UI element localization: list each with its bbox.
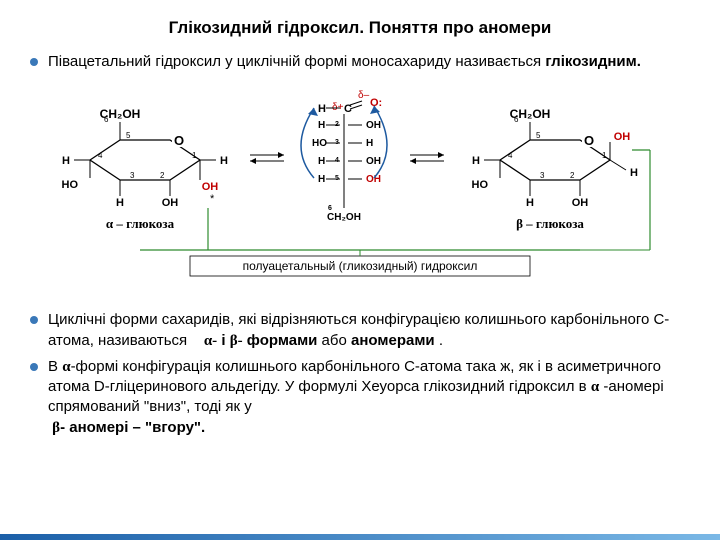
bullet-3: В α-формі конфігурація колишнього карбон… (30, 357, 690, 438)
svg-text:CH₂OH: CH₂OH (327, 212, 361, 223)
svg-text:OH: OH (162, 197, 179, 209)
svg-text:HO: HO (312, 138, 327, 149)
svg-text:OH: OH (614, 131, 631, 143)
svg-text:H: H (472, 155, 480, 167)
p2-dot: . (435, 332, 443, 349)
svg-text:OH: OH (572, 197, 589, 209)
svg-text:OH: OH (202, 181, 219, 193)
p2-beta: β- (230, 333, 243, 349)
caption-line: полуацетальный (гликозидный) гидроксил (140, 150, 650, 276)
svg-text:OH: OH (366, 156, 381, 167)
svg-text:1: 1 (192, 151, 197, 160)
p2-and: і (217, 332, 230, 349)
svg-text:2: 2 (570, 171, 575, 180)
p1-text-a: Півацетальний гідроксил у циклічній форм… (48, 53, 541, 70)
svg-text:H: H (62, 155, 70, 167)
svg-text:H: H (318, 174, 325, 185)
p2-alpha: α- (204, 333, 217, 349)
svg-text:H: H (116, 197, 124, 209)
svg-text:6: 6 (328, 205, 332, 212)
svg-text:5: 5 (335, 175, 339, 182)
svg-text:4: 4 (98, 151, 103, 160)
svg-text:H: H (526, 197, 534, 209)
p1-text-b: глікозидним. (545, 53, 641, 70)
svg-text:4: 4 (335, 157, 339, 164)
svg-text:3: 3 (335, 139, 339, 146)
alpha-ring: O CH₂OH 6 5 H OH 3 2 H HO 4 H OH 1 (62, 107, 229, 231)
p3-alpha2: α (591, 379, 599, 395)
svg-text:H: H (318, 120, 325, 131)
fischer: δ– δ+ H C O: HOH 2 HOH 3 HOH 4 HOH 5 CH₂… (301, 90, 387, 223)
p2-or: або (317, 332, 351, 349)
svg-text:6: 6 (104, 115, 109, 124)
svg-text:5: 5 (536, 131, 541, 140)
bullet-icon (30, 363, 38, 371)
svg-text:2: 2 (160, 171, 165, 180)
svg-text:4: 4 (508, 151, 513, 160)
equil-right (410, 152, 444, 164)
p3-d: - аномері – "вгору". (60, 419, 205, 436)
p3-a: В (48, 358, 62, 375)
svg-text:6: 6 (514, 115, 519, 124)
svg-text:OH: OH (366, 120, 381, 131)
svg-text:HO: HO (62, 179, 79, 191)
bullet-1: Півацетальний гідроксил у циклічній форм… (30, 52, 690, 72)
p2-forms: формами (243, 332, 318, 349)
svg-text:HO: HO (472, 179, 489, 191)
svg-text:1: 1 (602, 151, 607, 160)
svg-text:O: O (174, 133, 184, 148)
svg-text:H: H (630, 167, 638, 179)
svg-text:полуацетальный (гликозидный) г: полуацетальный (гликозидный) гидроксил (243, 259, 478, 273)
p3-beta: β (52, 420, 60, 436)
svg-text:O: O (584, 133, 594, 148)
svg-text:α – глюкоза: α – глюкоза (106, 216, 175, 231)
svg-text:H: H (366, 138, 373, 149)
beta-ring: O CH₂OH 6 5 H OH 3 2 H HO 4 OH H 1 β – г… (472, 107, 639, 231)
svg-text:β – глюкоза: β – глюкоза (516, 216, 584, 231)
para-3: В α-формі конфігурація колишнього карбон… (48, 357, 690, 438)
chemistry-diagram: O CH₂OH 6 5 H OH 3 2 H HO 4 H OH 1 (30, 80, 690, 300)
page-title: Глікозидний гідроксил. Поняття про аноме… (30, 18, 690, 38)
para-2: Циклічні форми сахаридів, які відрізняют… (48, 310, 690, 351)
para-1: Півацетальний гідроксил у циклічній форм… (48, 52, 641, 72)
svg-text:5: 5 (126, 131, 131, 140)
svg-text:OH: OH (366, 174, 381, 185)
p3-b: -формі конфігурація колишнього карбоніль… (48, 358, 661, 395)
svg-text:*: * (210, 193, 215, 205)
equil-left (250, 152, 284, 164)
svg-text:3: 3 (540, 171, 545, 180)
svg-text:3: 3 (130, 171, 135, 180)
svg-text:H: H (318, 156, 325, 167)
p2-anom: аномерами (351, 332, 435, 349)
svg-text:δ–: δ– (358, 90, 370, 101)
bullet-icon (30, 316, 38, 324)
svg-text:H: H (318, 103, 326, 115)
svg-text:2: 2 (335, 121, 339, 128)
p3-alpha: α (62, 359, 70, 375)
svg-text:O:: O: (370, 97, 382, 109)
bullet-icon (30, 58, 38, 66)
bullet-2: Циклічні форми сахаридів, які відрізняют… (30, 310, 690, 351)
svg-text:H: H (220, 155, 228, 167)
